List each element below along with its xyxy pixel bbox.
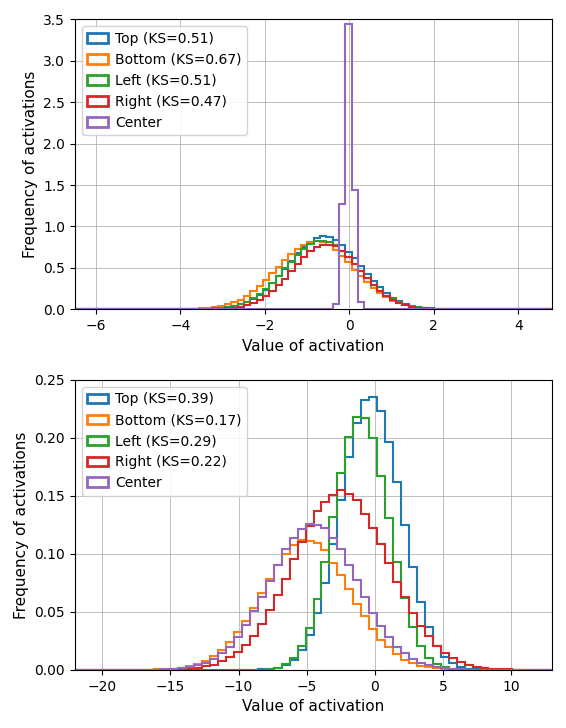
Y-axis label: Frequency of activations: Frequency of activations [14,431,29,619]
Legend: Top (KS=0.39), Bottom (KS=0.17), Left (KS=0.29), Right (KS=0.22), Center: Top (KS=0.39), Bottom (KS=0.17), Left (K… [82,387,247,496]
X-axis label: Value of activation: Value of activation [242,339,385,354]
Y-axis label: Frequency of activations: Frequency of activations [23,71,37,258]
Legend: Top (KS=0.51), Bottom (KS=0.67), Left (KS=0.51), Right (KS=0.47), Center: Top (KS=0.51), Bottom (KS=0.67), Left (K… [82,26,247,135]
X-axis label: Value of activation: Value of activation [242,699,385,714]
